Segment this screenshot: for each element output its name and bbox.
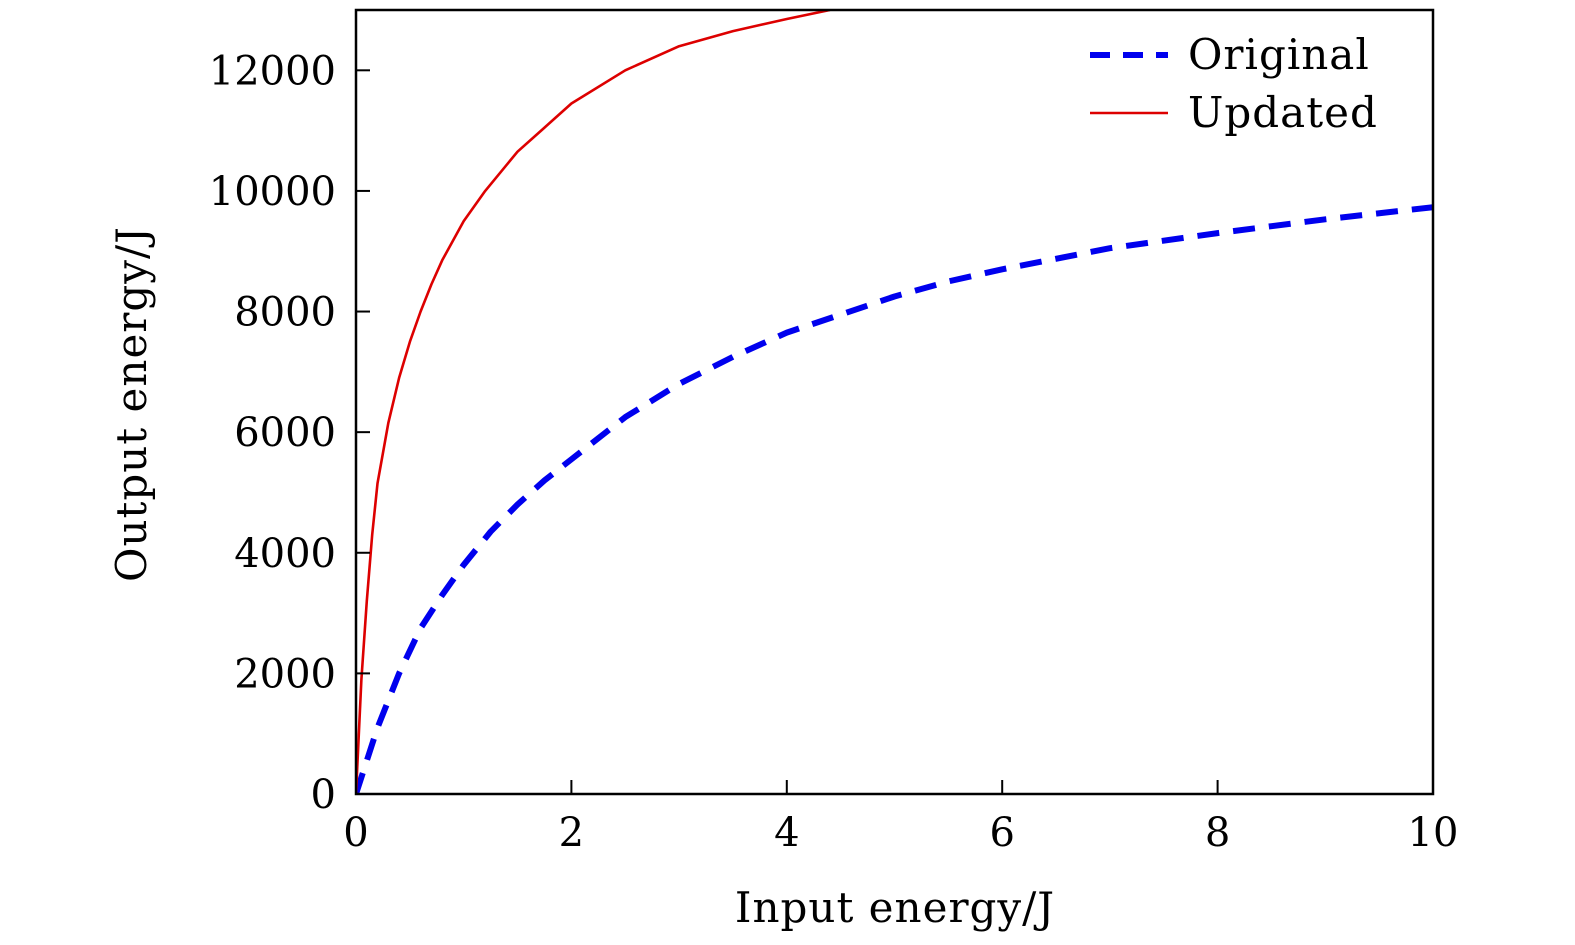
x-tick-label: 0 <box>343 810 368 856</box>
legend-label-original: Original <box>1188 30 1370 79</box>
y-tick-label: 2000 <box>234 651 336 697</box>
x-axis-title: Input energy/J <box>735 883 1055 932</box>
x-tick-label: 6 <box>989 810 1014 856</box>
y-tick-label: 6000 <box>234 410 336 456</box>
legend: Original Updated <box>1090 30 1378 137</box>
y-tick-label: 4000 <box>234 531 336 577</box>
y-tick-label: 12000 <box>209 48 336 94</box>
x-tick-label: 8 <box>1205 810 1230 856</box>
y-tick-label: 10000 <box>209 169 336 215</box>
y-tick-label: 8000 <box>234 290 336 336</box>
x-tick-label: 10 <box>1408 810 1459 856</box>
y-axis-title: Output energy/J <box>107 226 156 582</box>
series-line-updated <box>356 10 831 794</box>
plot-frame <box>354 8 1435 796</box>
plot-area: 0 2 4 6 8 10 0 2000 4000 6000 8000 10000 12000 <box>209 8 1459 856</box>
x-tick-label: 2 <box>559 810 584 856</box>
x-tick-label: 4 <box>774 810 799 856</box>
y-tick-label: 0 <box>311 772 336 818</box>
series-line-original <box>356 204 1433 794</box>
legend-label-updated: Updated <box>1188 88 1378 137</box>
